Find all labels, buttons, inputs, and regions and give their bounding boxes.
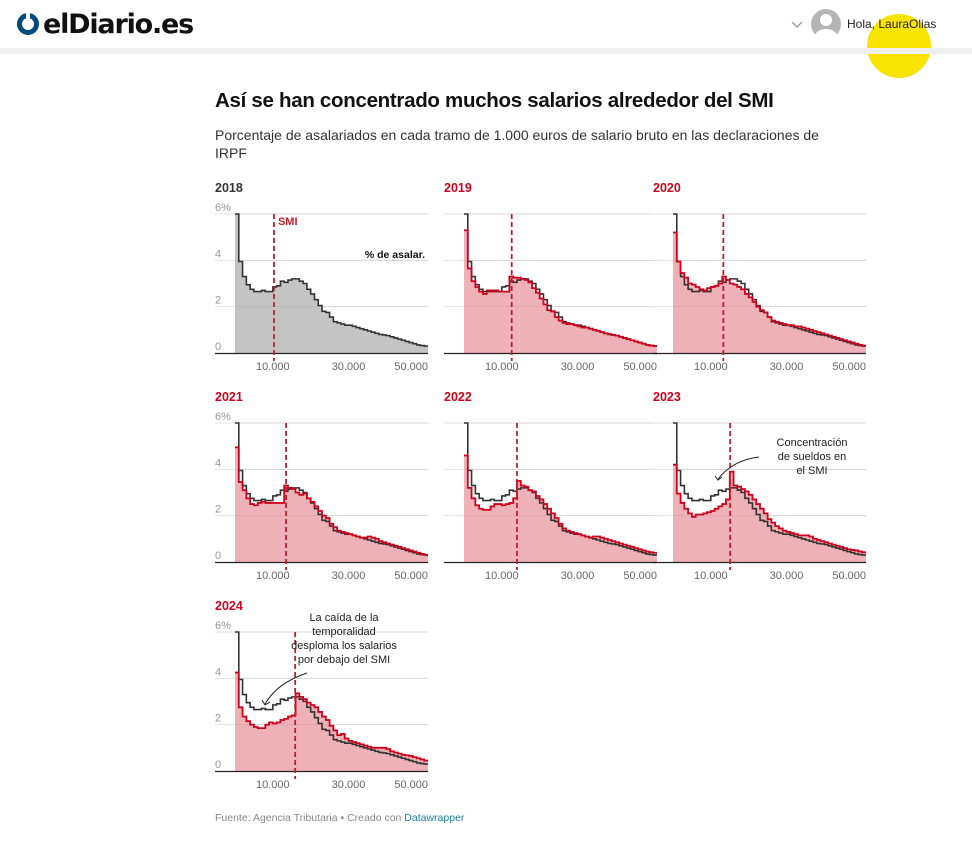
area-2018 bbox=[235, 214, 428, 353]
logo-text: elDiario.es bbox=[43, 8, 194, 40]
y-tick-label: 6% bbox=[215, 202, 231, 214]
footer-created: Creado con bbox=[347, 812, 405, 824]
y-tick-label: 4 bbox=[215, 666, 221, 678]
annotation-text: La caída de la bbox=[309, 612, 379, 624]
y-tick-label: 2 bbox=[215, 295, 221, 307]
line-2019 bbox=[464, 229, 657, 347]
panel-2018: 2018 0 2 4 6% 10.000 30.000 50.000 SMI % de asala… bbox=[215, 181, 429, 381]
annotation-arrowhead bbox=[261, 699, 271, 706]
panel-2021: 2021 0 2 4 6% 10.000 30.000 50.000 bbox=[215, 390, 429, 590]
annotation-text: por debajo del SMI bbox=[298, 654, 390, 666]
panel-2020: 2020 10.000 30.000 50.000 bbox=[653, 181, 867, 381]
user-highlight-blob bbox=[867, 14, 931, 78]
y-tick-label: 0 bbox=[215, 759, 221, 771]
y-tick-label: 6% bbox=[215, 620, 231, 632]
reference-line-2018 bbox=[235, 631, 428, 765]
x-tick-label: 30.000 bbox=[770, 570, 804, 582]
panel-year-title: 2020 bbox=[653, 181, 681, 195]
x-tick-label: 50.000 bbox=[832, 361, 866, 373]
y-tick-label: 2 bbox=[215, 504, 221, 516]
header-divider bbox=[0, 48, 972, 54]
panel-2019: 2019 10.000 30.000 50.000 bbox=[444, 181, 658, 381]
line-2023 bbox=[673, 463, 866, 554]
panel-chart: 0 2 4 6% 10.000 30.000 50.000 bbox=[215, 411, 428, 582]
x-tick-label: 30.000 bbox=[561, 361, 595, 373]
x-tick-label: 30.000 bbox=[561, 570, 595, 582]
panel-chart: 10.000 30.000 50.000 Concentración de sueldo… bbox=[653, 422, 866, 582]
x-tick-label: 30.000 bbox=[770, 361, 804, 373]
x-tick-label: 30.000 bbox=[332, 361, 366, 373]
annotation-arrow bbox=[264, 672, 308, 705]
panel-2023: 2023 10.000 30.000 50.000 Concentración de su… bbox=[653, 390, 867, 590]
annotation-text: desploma los salarios bbox=[291, 640, 397, 652]
x-tick-label: 10.000 bbox=[485, 570, 519, 582]
panel-chart: 10.000 30.000 50.000 bbox=[444, 422, 657, 582]
chart-footer: Fuente: Agencia Tributaria • Creado con … bbox=[215, 812, 464, 824]
panel-2024: 2024 0 2 4 6% 10.000 30.000 50.000 La caída de l… bbox=[215, 599, 429, 799]
panel-year-title: 2018 bbox=[215, 181, 243, 195]
annotation-text: temporalidad bbox=[312, 626, 376, 638]
panel-2022: 2022 10.000 30.000 50.000 bbox=[444, 390, 658, 590]
x-tick-label: 10.000 bbox=[694, 361, 728, 373]
line-2024 bbox=[235, 671, 428, 762]
x-tick-label: 50.000 bbox=[394, 779, 428, 791]
x-tick-label: 10.000 bbox=[256, 570, 290, 582]
annotation-text: Concentración bbox=[777, 437, 848, 449]
user-greeting[interactable]: Hola, LauraOlias bbox=[847, 17, 937, 31]
annotation-text: de sueldos en bbox=[778, 451, 847, 463]
y-tick-label: 4 bbox=[215, 248, 221, 260]
user-menu[interactable]: Hola, LauraOlias bbox=[790, 6, 936, 42]
area-2022 bbox=[464, 455, 657, 562]
x-tick-label: 30.000 bbox=[332, 779, 366, 791]
site-header: elDiario.es Hola, LauraOlias bbox=[0, 0, 972, 78]
panel-year-title: 2023 bbox=[653, 390, 681, 404]
area-2023 bbox=[673, 464, 866, 562]
y-tick-label: 0 bbox=[215, 341, 221, 353]
x-tick-label: 10.000 bbox=[485, 361, 519, 373]
y-tick-label: 2 bbox=[215, 713, 221, 725]
y-tick-label: 0 bbox=[215, 550, 221, 562]
line-2021 bbox=[235, 446, 428, 556]
area-2020 bbox=[673, 232, 866, 353]
area-2021 bbox=[235, 447, 428, 562]
x-tick-label: 50.000 bbox=[832, 570, 866, 582]
x-tick-label: 10.000 bbox=[256, 361, 290, 373]
y-tick-label: 6% bbox=[215, 411, 231, 423]
chevron-down-icon[interactable] bbox=[790, 17, 804, 31]
panel-chart: 10.000 30.000 50.000 bbox=[444, 213, 657, 373]
site-logo[interactable]: elDiario.es bbox=[16, 6, 194, 42]
panel-year-title: 2022 bbox=[444, 390, 472, 404]
user-avatar-icon[interactable] bbox=[810, 8, 842, 40]
annotation-text: el SMI bbox=[796, 465, 827, 477]
x-tick-label: 10.000 bbox=[694, 570, 728, 582]
panel-chart: 0 2 4 6% 10.000 30.000 50.000 SMI % de asalar. bbox=[215, 202, 428, 373]
logo-ring-icon bbox=[17, 12, 39, 35]
x-tick-label: 50.000 bbox=[623, 361, 657, 373]
footer-separator: • bbox=[337, 812, 348, 824]
footer-source: Fuente: Agencia Tributaria bbox=[215, 812, 338, 824]
annotation-arrow bbox=[717, 456, 760, 480]
x-tick-label: 10.000 bbox=[256, 779, 290, 791]
panel-year-title: 2021 bbox=[215, 390, 243, 404]
smi-label: SMI bbox=[278, 216, 298, 228]
series-label: % de asalar. bbox=[365, 249, 425, 261]
area-2024 bbox=[235, 672, 428, 771]
x-tick-label: 30.000 bbox=[332, 570, 366, 582]
panel-chart: 0 2 4 6% 10.000 30.000 50.000 La caída de la tem… bbox=[215, 612, 428, 791]
panel-chart: 10.000 30.000 50.000 bbox=[653, 213, 866, 373]
annotation-arrowhead bbox=[714, 475, 723, 481]
line-2020 bbox=[673, 231, 866, 347]
panel-year-title: 2024 bbox=[215, 599, 243, 613]
datawrapper-link[interactable]: Datawrapper bbox=[404, 812, 465, 824]
line-2022 bbox=[464, 454, 657, 554]
line-2018 bbox=[235, 213, 428, 347]
x-tick-label: 50.000 bbox=[623, 570, 657, 582]
panel-year-title: 2019 bbox=[444, 181, 472, 195]
chart-title: Así se han concentrado muchos salarios a… bbox=[215, 89, 774, 112]
x-tick-label: 50.000 bbox=[394, 570, 428, 582]
x-tick-label: 50.000 bbox=[394, 361, 428, 373]
y-tick-label: 4 bbox=[215, 457, 221, 469]
chart-subtitle: Porcentaje de asalariados en cada tramo … bbox=[215, 127, 819, 161]
reference-line-2018 bbox=[673, 422, 866, 556]
